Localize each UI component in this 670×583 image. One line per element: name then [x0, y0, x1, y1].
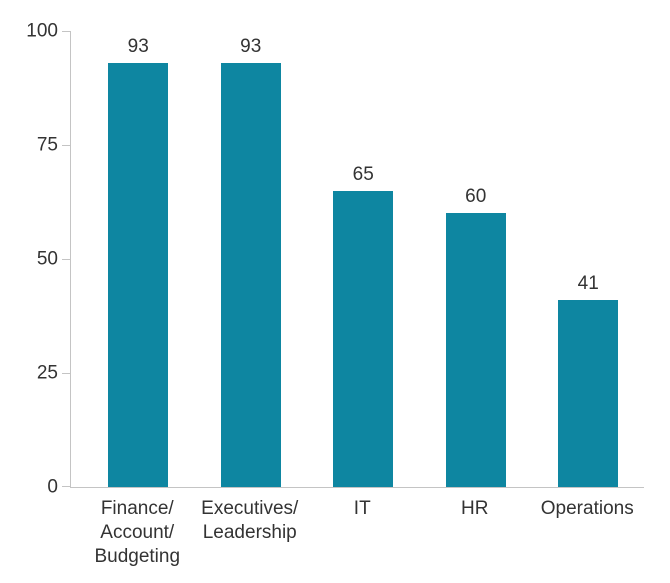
- x-axis-category-label-line: Budgeting: [94, 546, 181, 567]
- y-axis-tick-label: 75: [36, 134, 58, 156]
- y-axis-tick-mark: [62, 373, 70, 374]
- x-axis-category-label-line: HR: [461, 498, 489, 519]
- y-axis-tick-label: 0: [47, 476, 58, 498]
- bar-it: [333, 190, 394, 487]
- bar-finance-account-budgeting: [108, 62, 169, 487]
- x-axis-category-label-line: Leadership: [202, 522, 297, 543]
- x-axis-category-label: Executives/Leadership: [193, 497, 306, 545]
- x-axis-category-label: Operations: [531, 497, 644, 521]
- plot-area: 93 93 65 60 41: [62, 31, 644, 488]
- bar-operations: [558, 300, 619, 487]
- y-axis-tick-mark: [62, 486, 70, 487]
- x-axis-category-label-line: Executives/: [201, 498, 299, 519]
- x-axis-category-label-line: Operations: [540, 498, 634, 519]
- y-axis-tick-label: 100: [26, 20, 58, 42]
- x-axis-category-label-line: Account/: [100, 522, 175, 543]
- y-axis-tick-mark: [62, 259, 70, 260]
- bar-executives-leadership: [220, 62, 281, 487]
- y-axis-tick-label: 50: [36, 248, 58, 270]
- bar-value-label: 93: [240, 35, 262, 57]
- x-axis-category-label: IT: [306, 497, 419, 521]
- bar-value-label: 93: [127, 35, 149, 57]
- bar-hr: [445, 213, 506, 487]
- x-axis-category-label: HR: [418, 497, 531, 521]
- x-axis-category-label-line: IT: [353, 498, 371, 519]
- y-axis-tick-mark: [62, 145, 70, 146]
- y-axis-tick-label: 25: [36, 362, 58, 384]
- bar-value-label: 60: [465, 186, 487, 208]
- x-axis-category-label-line: Finance/: [100, 498, 174, 519]
- bar-value-label: 41: [577, 273, 599, 295]
- x-axis-category-label: Finance/Account/Budgeting: [81, 497, 194, 569]
- y-axis-tick-mark: [62, 31, 70, 32]
- bar-value-label: 65: [352, 163, 374, 185]
